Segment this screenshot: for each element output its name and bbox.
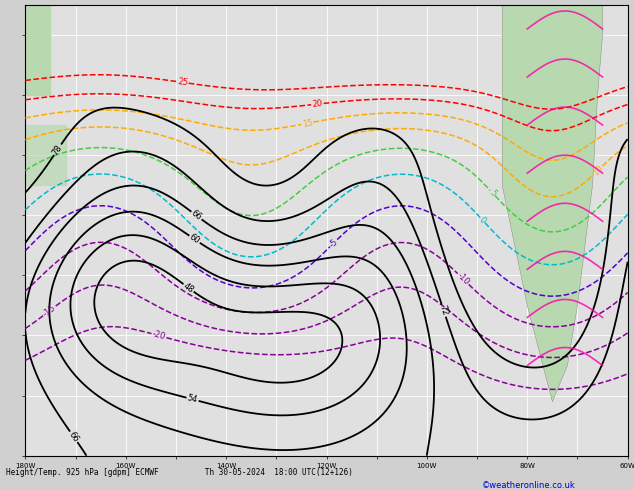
Text: 25: 25	[177, 77, 188, 88]
Text: 72: 72	[438, 304, 450, 317]
Text: -15: -15	[41, 303, 58, 318]
Text: 66: 66	[190, 209, 204, 222]
Text: ©weatheronline.co.uk: ©weatheronline.co.uk	[482, 481, 576, 490]
Polygon shape	[25, 5, 51, 95]
Text: -20: -20	[152, 329, 167, 342]
Text: 78: 78	[51, 143, 64, 157]
Text: 60: 60	[188, 233, 202, 246]
Polygon shape	[25, 125, 65, 185]
Text: 48: 48	[181, 281, 195, 294]
Text: 5: 5	[488, 188, 498, 198]
Polygon shape	[502, 5, 602, 402]
Text: 66: 66	[67, 430, 81, 444]
Text: -10: -10	[455, 271, 471, 287]
Text: 0: 0	[477, 215, 488, 225]
Text: 15: 15	[301, 118, 313, 129]
Text: -5: -5	[328, 237, 340, 249]
Text: 54: 54	[186, 393, 199, 405]
Text: 20: 20	[312, 99, 323, 109]
Text: Height/Temp. 925 hPa [gdpm] ECMWF          Th 30-05-2024  18:00 UTC(12+126): Height/Temp. 925 hPa [gdpm] ECMWF Th 30-…	[6, 468, 353, 477]
Text: 10: 10	[591, 163, 605, 177]
